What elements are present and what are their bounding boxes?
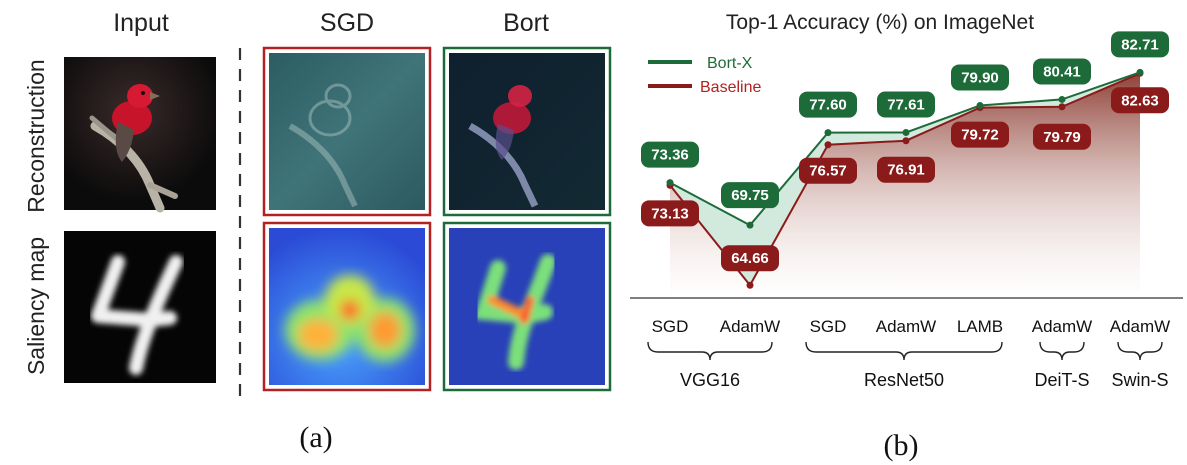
group-brace (805, 341, 1003, 361)
value-label-bort-x: 77.61 (877, 91, 935, 118)
sgd-saliency-image (262, 221, 432, 392)
legend-label-baseline: Baseline (700, 79, 761, 96)
svg-text:69.75: 69.75 (731, 187, 769, 204)
svg-text:76.91: 76.91 (887, 162, 925, 179)
svg-text:79.79: 79.79 (1043, 129, 1081, 146)
point-baseline (746, 281, 754, 289)
group-brace (1039, 341, 1085, 361)
value-label-bort-x: 69.75 (721, 182, 779, 209)
row-label-saliency: Saliency map (23, 237, 49, 375)
svg-text:79.90: 79.90 (961, 69, 999, 86)
svg-text:82.71: 82.71 (1121, 36, 1159, 53)
panel-b: Top-1 Accuracy (%) on ImageNet Bort-X Ba… (630, 11, 1183, 462)
points-bort-x (666, 68, 1144, 229)
value-label-bort-x: 73.36 (641, 141, 699, 168)
point-bort-x (1058, 95, 1066, 103)
panel-a: Input SGD Bort Reconstruction Saliency m… (23, 9, 612, 454)
point-bort-x (902, 128, 910, 136)
labels-bort-x: 73.36 69.75 77.60 77.61 79.90 80.41 82.71 (641, 31, 1169, 209)
x-tick-labels: SGD AdamW SGD AdamW LAMB AdamW AdamW (652, 317, 1171, 336)
legend-label-bort-x: Bort-X (707, 55, 753, 72)
svg-text:77.60: 77.60 (809, 97, 847, 114)
group-label: VGG16 (680, 370, 740, 390)
input-digit-image (64, 231, 216, 383)
point-baseline (1058, 103, 1066, 111)
svg-text:64.66: 64.66 (731, 250, 769, 267)
svg-text:82.63: 82.63 (1121, 92, 1159, 109)
point-bort-x (666, 179, 674, 187)
value-label-baseline: 76.91 (877, 156, 935, 183)
value-label-baseline: 79.72 (951, 121, 1009, 148)
group-label: DeiT-S (1034, 370, 1089, 390)
panel-a-caption: (a) (299, 421, 332, 454)
chart-title: Top-1 Accuracy (%) on ImageNet (726, 11, 1034, 34)
point-baseline (902, 137, 910, 145)
point-bort-x (1136, 68, 1144, 76)
group-label: ResNet50 (864, 370, 944, 390)
x-tick-label: AdamW (876, 317, 936, 336)
x-tick-label: AdamW (720, 317, 780, 336)
input-bird-image (64, 57, 216, 213)
svg-text:80.41: 80.41 (1043, 63, 1081, 80)
value-label-baseline: 79.79 (1033, 123, 1091, 150)
point-bort-x (824, 129, 832, 137)
column-header-input: Input (113, 9, 169, 37)
value-label-bort-x: 79.90 (951, 64, 1009, 91)
x-tick-label: AdamW (1110, 317, 1170, 336)
value-label-bort-x: 82.71 (1111, 31, 1169, 58)
sgd-reconstruction-image (262, 46, 432, 217)
value-label-baseline: 73.13 (641, 200, 699, 227)
point-bort-x (746, 221, 754, 229)
group-label: Swin-S (1111, 370, 1168, 390)
value-label-baseline: 76.57 (799, 157, 857, 184)
x-tick-label: AdamW (1032, 317, 1092, 336)
value-label-bort-x: 77.60 (799, 91, 857, 118)
svg-text:73.36: 73.36 (651, 147, 689, 164)
group-brace (647, 341, 773, 361)
column-header-sgd: SGD (320, 9, 374, 37)
x-tick-label: SGD (652, 317, 689, 336)
bort-reconstruction-image (442, 46, 612, 217)
value-label-baseline: 64.66 (721, 245, 779, 272)
row-label-reconstruction: Reconstruction (23, 59, 49, 212)
x-groups: VGG16 ResNet50 DeiT-S Swin-S (647, 341, 1169, 390)
x-tick-label: SGD (810, 317, 847, 336)
point-bort-x (976, 101, 984, 109)
svg-text:73.13: 73.13 (651, 205, 689, 222)
panel-b-caption: (b) (884, 429, 919, 462)
column-header-bort: Bort (503, 9, 549, 37)
labels-baseline: 73.13 64.66 76.57 76.91 79.72 79.79 82.63 (641, 87, 1169, 272)
legend: Bort-X Baseline (648, 55, 761, 96)
svg-text:76.57: 76.57 (809, 163, 847, 180)
bort-saliency-image (442, 221, 612, 392)
baseline-area (670, 73, 1140, 293)
svg-text:79.72: 79.72 (961, 127, 999, 144)
value-label-baseline: 82.63 (1111, 87, 1169, 114)
svg-text:77.61: 77.61 (887, 96, 925, 113)
x-tick-label: LAMB (957, 317, 1003, 336)
value-label-bort-x: 80.41 (1033, 58, 1091, 85)
point-baseline (824, 141, 832, 149)
group-brace (1117, 341, 1163, 361)
